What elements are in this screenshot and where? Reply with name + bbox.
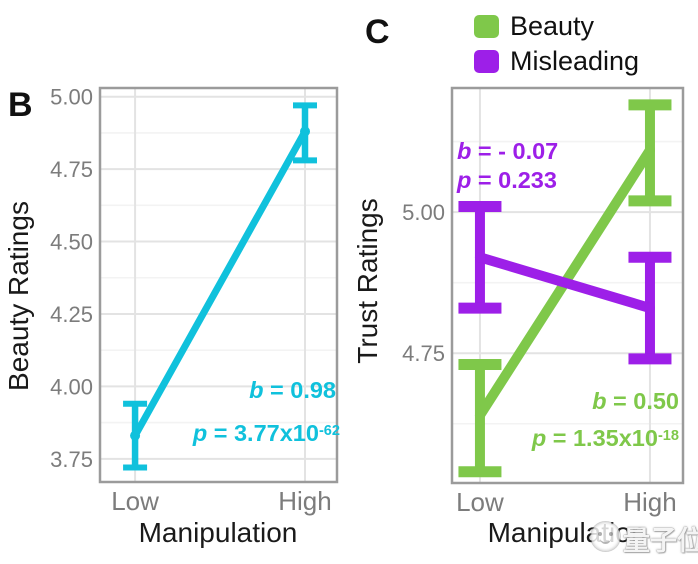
data-point-beauty [474, 410, 485, 421]
annotation-beauty-slope: b = 0.50 [592, 388, 679, 414]
panel-label-b: B [8, 86, 33, 124]
legend-swatch-beauty [474, 14, 499, 38]
annotation-b-pvalue: p = 3.77x10-62 [192, 420, 340, 446]
y-tick-label: 5.00 [50, 85, 93, 110]
y-tick-label: 4.00 [50, 374, 93, 399]
y-tick-label: 3.75 [50, 447, 93, 472]
x-tick-label: Low [111, 486, 159, 516]
panel-border [98, 86, 339, 484]
series-line-misleading [474, 252, 655, 314]
legend-label-beauty: Beauty [510, 10, 595, 41]
x-axis-title-manipulation-b: Manipulation [138, 517, 298, 548]
legend-label-misleading: Misleading [510, 45, 640, 76]
annotation-b-slope: b = 0.98 [249, 377, 336, 403]
data-point-beauty [644, 145, 655, 156]
legend: Beauty Misleading [474, 10, 640, 76]
x-tick-label: Low [456, 487, 504, 517]
x-axis-title-manipulation-c: Manipulation [487, 517, 647, 548]
annotation-beauty-pvalue: p = 1.35x10-18 [531, 425, 679, 451]
y-tick-label: 5.00 [402, 200, 445, 225]
x-tick-label: High [278, 486, 331, 516]
series-line-beauty-ratings [131, 127, 309, 440]
y-axis-title-trust-ratings: Trust Ratings [352, 198, 383, 364]
y-tick-label: 4.75 [50, 157, 93, 182]
x-tick-label: High [623, 487, 676, 517]
y-tick-label: 4.50 [50, 230, 93, 255]
data-point-misleading [644, 303, 655, 314]
legend-item-misleading: Misleading [474, 45, 640, 76]
annotation-misleading-slope: b = - 0.07 [457, 138, 559, 164]
annotation-misleading-pvalue: p = 0.233 [457, 167, 557, 193]
legend-swatch-misleading [474, 49, 499, 73]
data-point-misleading [474, 252, 485, 263]
panel-border [450, 86, 685, 485]
y-tick-label: 4.25 [50, 302, 93, 327]
data-point-beauty-ratings [130, 430, 141, 441]
y-tick-label: 4.75 [402, 341, 445, 366]
panel-label-c: C [365, 13, 390, 51]
y-axis-title-beauty-ratings: Beauty Ratings [3, 201, 34, 391]
data-point-beauty-ratings [300, 126, 311, 137]
legend-item-beauty: Beauty [474, 10, 639, 41]
